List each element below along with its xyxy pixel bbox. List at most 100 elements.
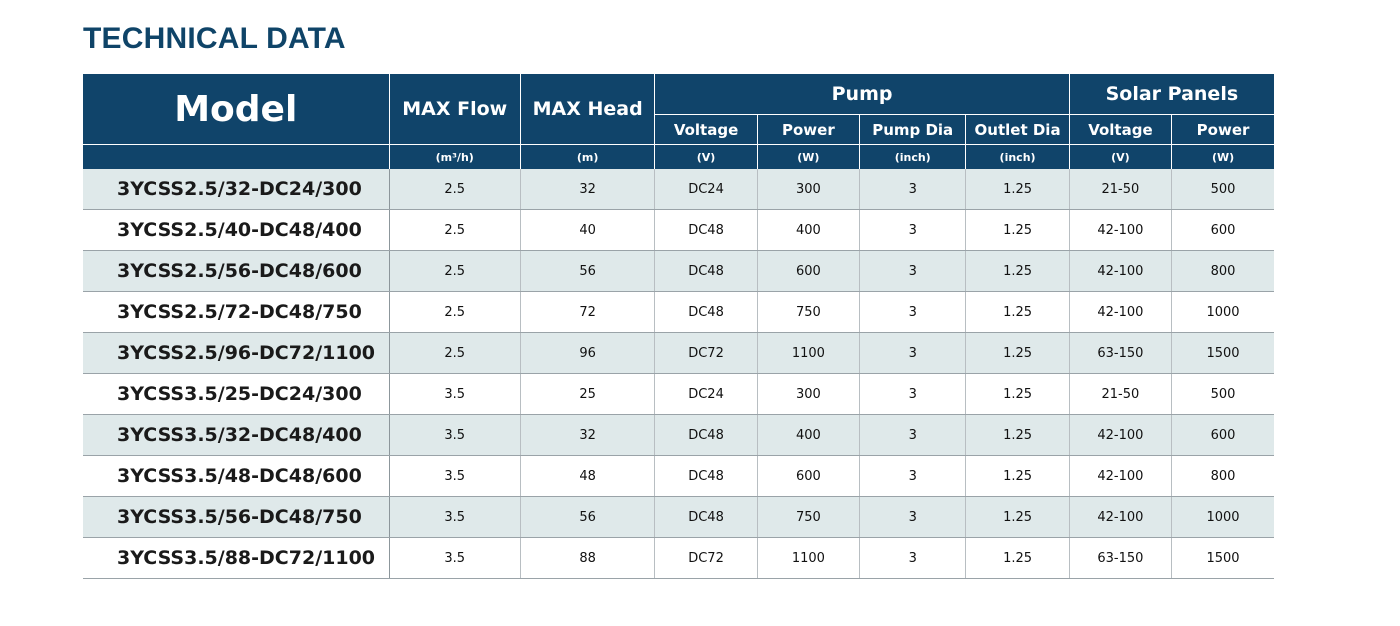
pump-dia-cell: 3 bbox=[859, 496, 966, 538]
solar-power-cell: 800 bbox=[1171, 455, 1274, 497]
technical-data-table: Model MAX Flow MAX Head Pump Solar Panel… bbox=[83, 74, 1274, 579]
outlet-dia-cell: 1.25 bbox=[965, 373, 1070, 415]
pump-power-cell: 1100 bbox=[756, 332, 860, 374]
table-row: 3YCSS3.5/25-DC24/300 3.5 25 DC24 300 3 1… bbox=[83, 373, 1274, 415]
pump-power-cell: 300 bbox=[756, 373, 860, 415]
max-head-cell: 72 bbox=[519, 291, 655, 333]
outlet-dia-cell: 1.25 bbox=[965, 250, 1070, 292]
solar-power-cell: 1500 bbox=[1171, 332, 1274, 374]
model-cell: 3YCSS3.5/48-DC48/600 bbox=[83, 455, 390, 497]
max-head-unit: (m) bbox=[519, 144, 655, 169]
model-cell: 3YCSS2.5/72-DC48/750 bbox=[83, 291, 390, 333]
solar-power-cell: 600 bbox=[1171, 414, 1274, 456]
solar-voltage-cell: 42-100 bbox=[1068, 291, 1172, 333]
pump-voltage-cell: DC24 bbox=[654, 169, 758, 210]
table-row: 3YCSS3.5/32-DC48/400 3.5 32 DC48 400 3 1… bbox=[83, 414, 1274, 456]
pump-group-header: Pump bbox=[654, 74, 1070, 115]
max-head-cell: 25 bbox=[519, 373, 655, 415]
solar-voltage-header: Voltage bbox=[1068, 114, 1172, 145]
solar-voltage-cell: 42-100 bbox=[1068, 496, 1172, 538]
model-cell: 3YCSS2.5/56-DC48/600 bbox=[83, 250, 390, 292]
solar-voltage-cell: 63-150 bbox=[1068, 537, 1172, 579]
solar-power-unit: (W) bbox=[1171, 144, 1274, 169]
pump-power-cell: 750 bbox=[756, 291, 860, 333]
max-head-header: MAX Head bbox=[519, 74, 655, 145]
pump-power-header: Power bbox=[756, 114, 860, 145]
pump-power-cell: 750 bbox=[756, 496, 860, 538]
table-row: 3YCSS2.5/96-DC72/1100 2.5 96 DC72 1100 3… bbox=[83, 332, 1274, 374]
pump-dia-cell: 3 bbox=[859, 537, 966, 579]
pump-voltage-cell: DC48 bbox=[654, 455, 758, 497]
outlet-dia-cell: 1.25 bbox=[965, 414, 1070, 456]
pump-power-cell: 1100 bbox=[756, 537, 860, 579]
outlet-dia-cell: 1.25 bbox=[965, 169, 1070, 210]
pump-dia-cell: 3 bbox=[859, 373, 966, 415]
model-cell: 3YCSS3.5/25-DC24/300 bbox=[83, 373, 390, 415]
pump-dia-cell: 3 bbox=[859, 414, 966, 456]
solar-voltage-cell: 63-150 bbox=[1068, 332, 1172, 374]
max-head-cell: 32 bbox=[519, 414, 655, 456]
pump-dia-cell: 3 bbox=[859, 169, 966, 210]
solar-voltage-unit: (V) bbox=[1068, 144, 1172, 169]
max-head-cell: 56 bbox=[519, 496, 655, 538]
outlet-dia-cell: 1.25 bbox=[965, 455, 1070, 497]
model-cell: 3YCSS2.5/40-DC48/400 bbox=[83, 209, 390, 251]
model-cell: 3YCSS3.5/56-DC48/750 bbox=[83, 496, 390, 538]
outlet-dia-cell: 1.25 bbox=[965, 537, 1070, 579]
max-flow-cell: 3.5 bbox=[388, 537, 521, 579]
max-head-cell: 32 bbox=[519, 169, 655, 210]
pump-voltage-header: Voltage bbox=[654, 114, 758, 145]
max-head-cell: 48 bbox=[519, 455, 655, 497]
table-row: 3YCSS3.5/48-DC48/600 3.5 48 DC48 600 3 1… bbox=[83, 455, 1274, 497]
solar-voltage-cell: 42-100 bbox=[1068, 209, 1172, 251]
pump-voltage-cell: DC24 bbox=[654, 373, 758, 415]
pump-voltage-cell: DC48 bbox=[654, 250, 758, 292]
model-unit-cell bbox=[83, 144, 390, 169]
max-flow-cell: 2.5 bbox=[388, 169, 521, 210]
pump-dia-cell: 3 bbox=[859, 332, 966, 374]
pump-dia-cell: 3 bbox=[859, 250, 966, 292]
table-row: 3YCSS3.5/88-DC72/1100 3.5 88 DC72 1100 3… bbox=[83, 537, 1274, 579]
table-row: 3YCSS2.5/72-DC48/750 2.5 72 DC48 750 3 1… bbox=[83, 291, 1274, 333]
page-title: TECHNICAL DATA bbox=[83, 22, 346, 55]
solar-voltage-cell: 42-100 bbox=[1068, 455, 1172, 497]
pump-voltage-cell: DC72 bbox=[654, 332, 758, 374]
pump-voltage-cell: DC48 bbox=[654, 209, 758, 251]
solar-power-cell: 1000 bbox=[1171, 496, 1274, 538]
max-flow-cell: 3.5 bbox=[388, 414, 521, 456]
outlet-dia-unit: (inch) bbox=[965, 144, 1070, 169]
outlet-dia-cell: 1.25 bbox=[965, 496, 1070, 538]
solar-power-cell: 500 bbox=[1171, 169, 1274, 210]
pump-dia-cell: 3 bbox=[859, 291, 966, 333]
solar-power-cell: 500 bbox=[1171, 373, 1274, 415]
pump-power-unit: (W) bbox=[756, 144, 860, 169]
solar-voltage-cell: 42-100 bbox=[1068, 250, 1172, 292]
pump-dia-cell: 3 bbox=[859, 455, 966, 497]
max-flow-unit: (m³/h) bbox=[388, 144, 521, 169]
solar-panels-group-header: Solar Panels bbox=[1068, 74, 1274, 115]
table-header: Model MAX Flow MAX Head Pump Solar Panel… bbox=[83, 74, 1274, 169]
pump-dia-unit: (inch) bbox=[859, 144, 966, 169]
max-flow-cell: 3.5 bbox=[388, 455, 521, 497]
outlet-dia-cell: 1.25 bbox=[965, 332, 1070, 374]
max-flow-header: MAX Flow bbox=[388, 74, 521, 145]
pump-dia-header: Pump Dia bbox=[859, 114, 966, 145]
outlet-dia-header: Outlet Dia bbox=[965, 114, 1070, 145]
max-head-cell: 56 bbox=[519, 250, 655, 292]
table-row: 3YCSS2.5/56-DC48/600 2.5 56 DC48 600 3 1… bbox=[83, 250, 1274, 292]
table-row: 3YCSS2.5/32-DC24/300 2.5 32 DC24 300 3 1… bbox=[83, 169, 1274, 210]
model-header: Model bbox=[83, 74, 390, 145]
pump-voltage-unit: (V) bbox=[654, 144, 758, 169]
max-flow-cell: 2.5 bbox=[388, 209, 521, 251]
pump-voltage-cell: DC48 bbox=[654, 414, 758, 456]
max-head-cell: 88 bbox=[519, 537, 655, 579]
solar-power-cell: 800 bbox=[1171, 250, 1274, 292]
max-head-cell: 40 bbox=[519, 209, 655, 251]
outlet-dia-cell: 1.25 bbox=[965, 291, 1070, 333]
pump-voltage-cell: DC48 bbox=[654, 496, 758, 538]
pump-voltage-cell: DC48 bbox=[654, 291, 758, 333]
solar-power-cell: 1500 bbox=[1171, 537, 1274, 579]
max-flow-cell: 3.5 bbox=[388, 496, 521, 538]
pump-power-cell: 600 bbox=[756, 250, 860, 292]
solar-power-header: Power bbox=[1171, 114, 1274, 145]
